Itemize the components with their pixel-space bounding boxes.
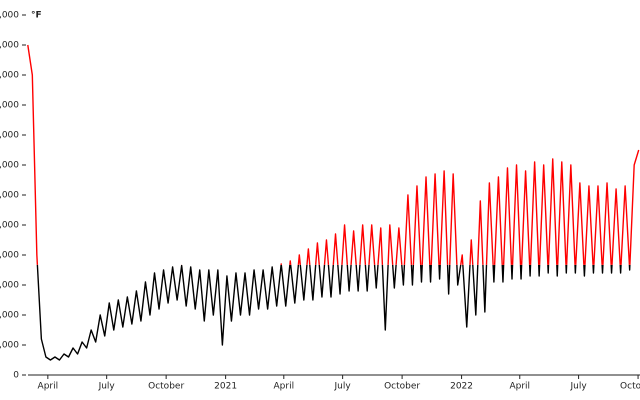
y-tick-label: 120,000 <box>0 11 19 21</box>
x-tick-label: October <box>384 382 420 392</box>
y-tick-label: 90,000 <box>0 101 19 111</box>
y-tick-label: 50,000 <box>0 221 19 231</box>
x-tick-label: October <box>620 382 640 392</box>
y-tick-label: 70,000 <box>0 161 19 171</box>
x-tick-label: April <box>38 382 59 392</box>
x-tick-label: 2022 <box>450 382 473 392</box>
y-tick-label: 0 <box>13 371 19 381</box>
x-tick-label: 2021 <box>214 382 237 392</box>
y-tick-label: 100,000 <box>0 71 19 81</box>
y-tick-label: 60,000 <box>0 191 19 201</box>
y-tick-label: 30,000 <box>0 281 19 291</box>
x-tick-label: April <box>509 382 530 392</box>
data-line <box>36 264 631 361</box>
x-tick-label: July <box>569 382 587 392</box>
x-tick-label: April <box>274 382 295 392</box>
x-tick-label: July <box>334 382 352 392</box>
data-line <box>27 44 640 265</box>
y-tick-label: 20,000 <box>0 311 19 321</box>
unit-label: °F <box>31 11 42 21</box>
y-tick-label: 40,000 <box>0 251 19 261</box>
x-tick-label: October <box>148 382 184 392</box>
y-tick-label: 10,000 <box>0 341 19 351</box>
y-tick-label: 110,000 <box>0 41 19 51</box>
y-tick-label: 80,000 <box>0 131 19 141</box>
x-tick-label: July <box>98 382 116 392</box>
